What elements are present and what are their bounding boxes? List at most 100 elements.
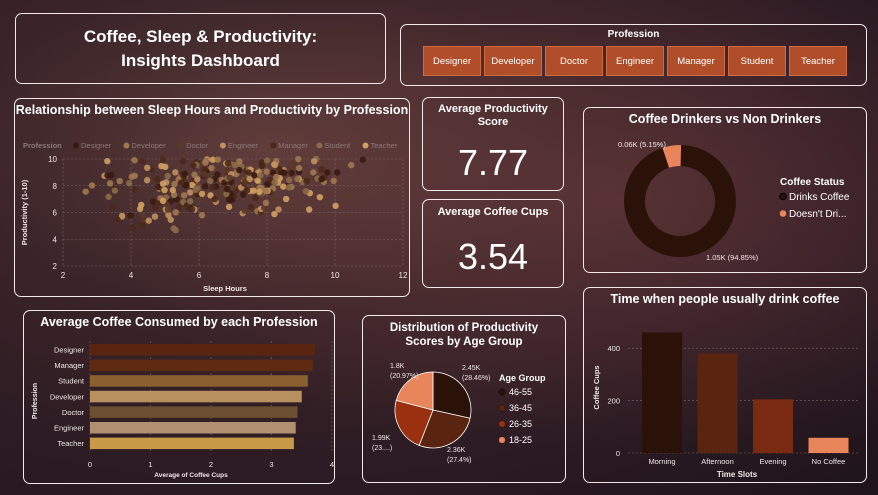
scatter-legend-label-0: Designer — [81, 141, 112, 150]
scatter-point — [154, 200, 162, 207]
scatter-point — [164, 172, 171, 180]
scatter-point — [198, 190, 206, 198]
pie-label-1-1: (27.4%) — [447, 457, 472, 464]
scatter-ytick-1: 8 — [53, 182, 58, 191]
pie-legend-dot-2 — [498, 420, 506, 428]
donut-legend-label-1: Doesn't Dri... — [789, 209, 846, 220]
scatter-point — [88, 182, 96, 189]
scatter-point — [261, 204, 268, 211]
scatter-point — [118, 212, 126, 220]
scatter-point — [271, 210, 278, 218]
scatter-point — [127, 212, 134, 219]
scatter-point — [250, 187, 257, 194]
scatter-point — [263, 168, 270, 175]
scatter-point — [150, 198, 157, 205]
scatter-ytick-3: 4 — [53, 235, 58, 244]
scatter-point — [295, 155, 302, 163]
scatter-point — [188, 181, 196, 189]
donut-label-nondrinkers: 0.06K (5.15%) — [618, 140, 666, 149]
scatter-point — [239, 191, 247, 198]
scatter-point — [159, 197, 167, 205]
donut-card: Coffee Drinkers vs Non Drinkers 0.06K (5… — [583, 107, 867, 273]
scatter-point — [316, 193, 324, 201]
scatter-legend-label-5: Student — [324, 141, 351, 150]
hbar-xtick-0: 0 — [88, 460, 92, 469]
scatter-point — [266, 176, 274, 184]
hbar-bar-2 — [90, 375, 308, 387]
vbar-ytick-2: 400 — [607, 344, 620, 353]
scatter-point — [224, 160, 232, 167]
scatter-point — [270, 196, 277, 203]
vbar-xlabel: Time Slots — [717, 470, 758, 479]
scatter-point — [172, 169, 179, 176]
scatter-point — [186, 198, 194, 205]
hbar-bar-6 — [90, 437, 294, 450]
scatter-legend-dot-0 — [73, 142, 79, 149]
pie-slice-3 — [395, 371, 434, 411]
scatter-point — [139, 212, 146, 219]
scatter-title: Relationship between Sleep Hours and Pro… — [15, 103, 409, 117]
slicer-option-designer[interactable]: Designer — [423, 46, 481, 76]
donut-slice-1 — [624, 145, 736, 257]
scatter-point — [318, 166, 326, 173]
scatter-point — [116, 177, 123, 185]
donut-legend-title: Coffee Status — [780, 177, 845, 188]
donut-legend-dot-0 — [779, 192, 787, 201]
pie-label-3-1: (20.97%) — [390, 373, 418, 380]
scatter-point — [334, 169, 341, 176]
slicer-option-manager[interactable]: Manager — [667, 46, 725, 76]
scatter-point — [138, 201, 145, 209]
scatter-point — [165, 211, 172, 219]
scatter-point — [263, 157, 271, 164]
scatter-ytick-0: 10 — [48, 155, 57, 164]
scatter-point — [286, 176, 293, 184]
scatter-point — [143, 177, 151, 184]
pie-legend-dot-1 — [498, 404, 506, 412]
vbar-bar-2 — [753, 399, 793, 453]
vbar-category-0: Morning — [648, 457, 675, 466]
pie-legend-dot-0 — [498, 388, 506, 396]
scatter-point — [159, 180, 167, 187]
scatter-point — [254, 177, 261, 184]
scatter-point — [207, 177, 214, 185]
scatter-point — [284, 203, 291, 210]
scatter-point — [241, 207, 248, 214]
hbar-ylabel: Profession — [32, 383, 39, 419]
scatter-chart: Profession Designer Developer Doctor Enginee… — [20, 141, 408, 293]
scatter-point — [153, 175, 161, 183]
hbar-title: Average Coffee Consumed by each Professi… — [40, 315, 318, 329]
scatter-point — [330, 177, 337, 185]
donut-legend-label-0: Drinks Coffee — [789, 192, 850, 203]
scatter-point — [82, 188, 89, 195]
pie-label-0-0: 2.45K — [462, 365, 481, 372]
scatter-xtick-4: 10 — [331, 271, 340, 280]
donut-legend-dot-1 — [779, 210, 787, 217]
slicer-option-developer[interactable]: Developer — [484, 46, 542, 76]
scatter-xtick-2: 6 — [197, 271, 202, 280]
scatter-point — [226, 174, 234, 182]
scatter-point — [256, 188, 263, 195]
scatter-legend-label-1: Developer — [131, 141, 166, 150]
hbar-card: Average Coffee Consumed by each Professi… — [23, 310, 335, 484]
scatter-point — [176, 203, 183, 211]
pie-legend-title: Age Group — [499, 373, 546, 383]
slicer-option-doctor[interactable]: Doctor — [545, 46, 603, 76]
scatter-point — [303, 177, 310, 185]
pie-label-2-1: (23....) — [372, 445, 392, 452]
scatter-point — [126, 180, 133, 187]
hbar-xtick-4: 4 — [330, 460, 334, 469]
slicer-option-student[interactable]: Student — [728, 46, 786, 76]
slicer-option-teacher[interactable]: Teacher — [789, 46, 847, 76]
scatter-point — [170, 225, 177, 232]
donut-label-drinkers: 1.05K (94.85%) — [706, 253, 759, 262]
scatter-legend-dot-3 — [219, 142, 226, 149]
scatter-point — [191, 171, 198, 178]
scatter-point — [172, 209, 179, 216]
scatter-point — [302, 188, 310, 195]
slicer-option-engineer[interactable]: Engineer — [606, 46, 664, 76]
kpi-coffee-label: Average Coffee Cups — [437, 206, 549, 218]
scatter-point — [288, 169, 295, 177]
scatter-point — [318, 176, 325, 183]
scatter-point — [192, 186, 199, 194]
hbar-bar-3 — [90, 390, 302, 403]
